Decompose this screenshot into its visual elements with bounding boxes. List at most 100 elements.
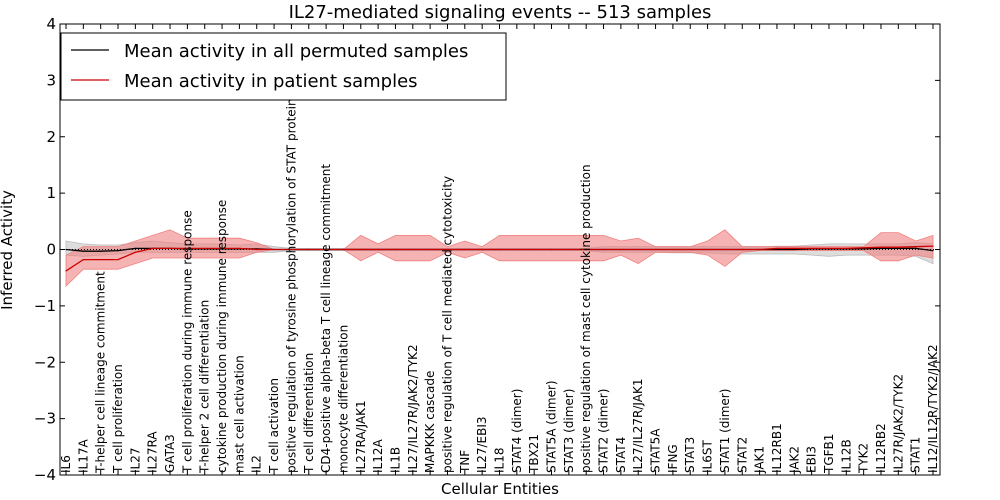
y-tick-label: −4 <box>34 466 56 484</box>
data-point <box>117 250 119 252</box>
data-point <box>82 250 84 252</box>
chart-title: IL27-mediated signaling events -- 513 sa… <box>289 2 712 23</box>
data-point <box>811 247 813 249</box>
x-axis-label: Cellular Entities <box>441 480 559 498</box>
data-point <box>793 248 795 251</box>
x-tick-label: IL27 <box>128 448 142 474</box>
data-point <box>620 248 622 251</box>
legend-label-patient: Mean activity in patient samples <box>124 71 418 92</box>
x-tick-label: IL12/IL12R/TYK2/JAK2 <box>926 344 940 473</box>
data-point <box>845 247 847 249</box>
x-tick-label: STAT3 (dimer) <box>562 389 576 473</box>
data-point <box>672 248 674 251</box>
x-tick-label: EBI3 <box>805 446 819 473</box>
x-tick-label: STAT5A (dimer) <box>545 380 559 473</box>
x-tick-label: IL27RA <box>146 431 160 473</box>
x-tick-label: monocyte differentiation <box>336 325 350 473</box>
x-tick-label: CD4-positive alpha-beta T cell lineage c… <box>319 164 333 473</box>
legend-label-permuted: Mean activity in all permuted samples <box>124 41 468 62</box>
legend: Mean activity in all permuted samples Me… <box>60 32 507 101</box>
data-point <box>134 247 136 249</box>
x-tick-label: mast cell activation <box>232 355 246 473</box>
data-point <box>880 247 882 249</box>
data-point <box>897 246 899 248</box>
data-point <box>273 248 275 251</box>
data-point <box>152 247 154 249</box>
y-tick-label: 4 <box>46 15 56 33</box>
x-tick-label: T-helper cell lineage commitment <box>94 271 108 474</box>
y-tick-label: 3 <box>46 71 56 89</box>
x-tick-label: IL12B <box>839 439 853 473</box>
y-axis: −4 −3 −2 −1 0 1 2 3 4 <box>34 15 940 484</box>
x-tick-label: TNF <box>458 450 472 474</box>
data-point <box>82 259 84 261</box>
data-point <box>290 248 292 251</box>
series-lines <box>65 245 934 272</box>
data-point <box>169 247 171 249</box>
x-tick-label: cytokine production during immune respon… <box>215 200 229 473</box>
data-point <box>759 248 761 251</box>
data-point <box>377 248 379 251</box>
data-point <box>568 248 570 251</box>
data-point <box>186 247 188 249</box>
data-point <box>533 248 535 251</box>
data-point <box>429 248 431 251</box>
x-tick-label: STAT4 (dimer) <box>510 389 524 473</box>
y-tick-label: 2 <box>46 128 56 146</box>
data-point <box>100 259 102 261</box>
data-point <box>412 248 414 251</box>
data-point <box>897 247 899 249</box>
data-point <box>360 248 362 251</box>
x-tick-label: IL27/EBI3 <box>475 416 489 473</box>
data-point <box>915 247 917 249</box>
x-tick-label: IL18 <box>493 448 507 474</box>
x-tick-label: T cell proliferation during immune respo… <box>180 210 194 474</box>
data-point <box>689 248 691 251</box>
x-tick-label: IL2 <box>250 455 264 473</box>
data-point <box>776 248 778 251</box>
data-point <box>724 248 726 251</box>
data-point <box>204 247 206 249</box>
x-tick-label: T cell differentiation <box>302 353 316 474</box>
data-point <box>707 248 709 251</box>
y-tick-label: 1 <box>46 184 56 202</box>
y-tick-label: −2 <box>34 353 56 371</box>
data-point <box>655 248 657 251</box>
data-point <box>932 250 934 252</box>
x-tick-label: MAPKKK cascade <box>423 371 437 473</box>
x-tick-label: STAT1 (dimer) <box>718 389 732 473</box>
x-tick-label: positive regulation of T cell mediated c… <box>441 176 455 473</box>
x-tick-label: T cell activation <box>267 378 281 474</box>
x-tick-label: IFNG <box>666 444 680 473</box>
x-tick-label: STAT3 <box>683 437 697 473</box>
x-tick-label: TBX21 <box>527 434 541 474</box>
data-point <box>585 248 587 251</box>
x-tick-label: STAT5A <box>649 428 663 473</box>
x-axis: IL6 IL17A T-helper cell lineage commitment… <box>59 24 940 475</box>
x-tick-label: IL27RA/JAK1 <box>354 400 368 473</box>
data-point <box>602 248 605 251</box>
x-tick-label: IL17A <box>76 439 90 473</box>
x-tick-label: STAT2 (dimer) <box>597 389 611 473</box>
x-tick-label: IL6 <box>59 455 73 473</box>
data-point <box>134 251 136 253</box>
data-point <box>394 248 397 251</box>
data-point <box>828 247 830 249</box>
x-tick-label: positive regulation of tyrosine phosphor… <box>284 98 298 473</box>
data-point <box>880 246 882 248</box>
data-point <box>65 270 67 272</box>
data-point <box>637 248 639 251</box>
data-point <box>863 248 865 250</box>
x-tick-label: IL12RB1 <box>770 423 784 473</box>
data-point <box>342 248 344 251</box>
x-tick-label: GATA3 <box>163 434 177 473</box>
data-point <box>65 248 67 251</box>
data-point <box>516 248 518 251</box>
data-point <box>325 248 327 251</box>
data-point <box>100 250 102 252</box>
x-tick-label: JAK2 <box>787 446 801 474</box>
x-tick-label: T-helper 2 cell differentiation <box>198 300 212 474</box>
x-tick-label: TYK2 <box>857 443 871 474</box>
x-tick-label: IL12RB2 <box>874 423 888 473</box>
